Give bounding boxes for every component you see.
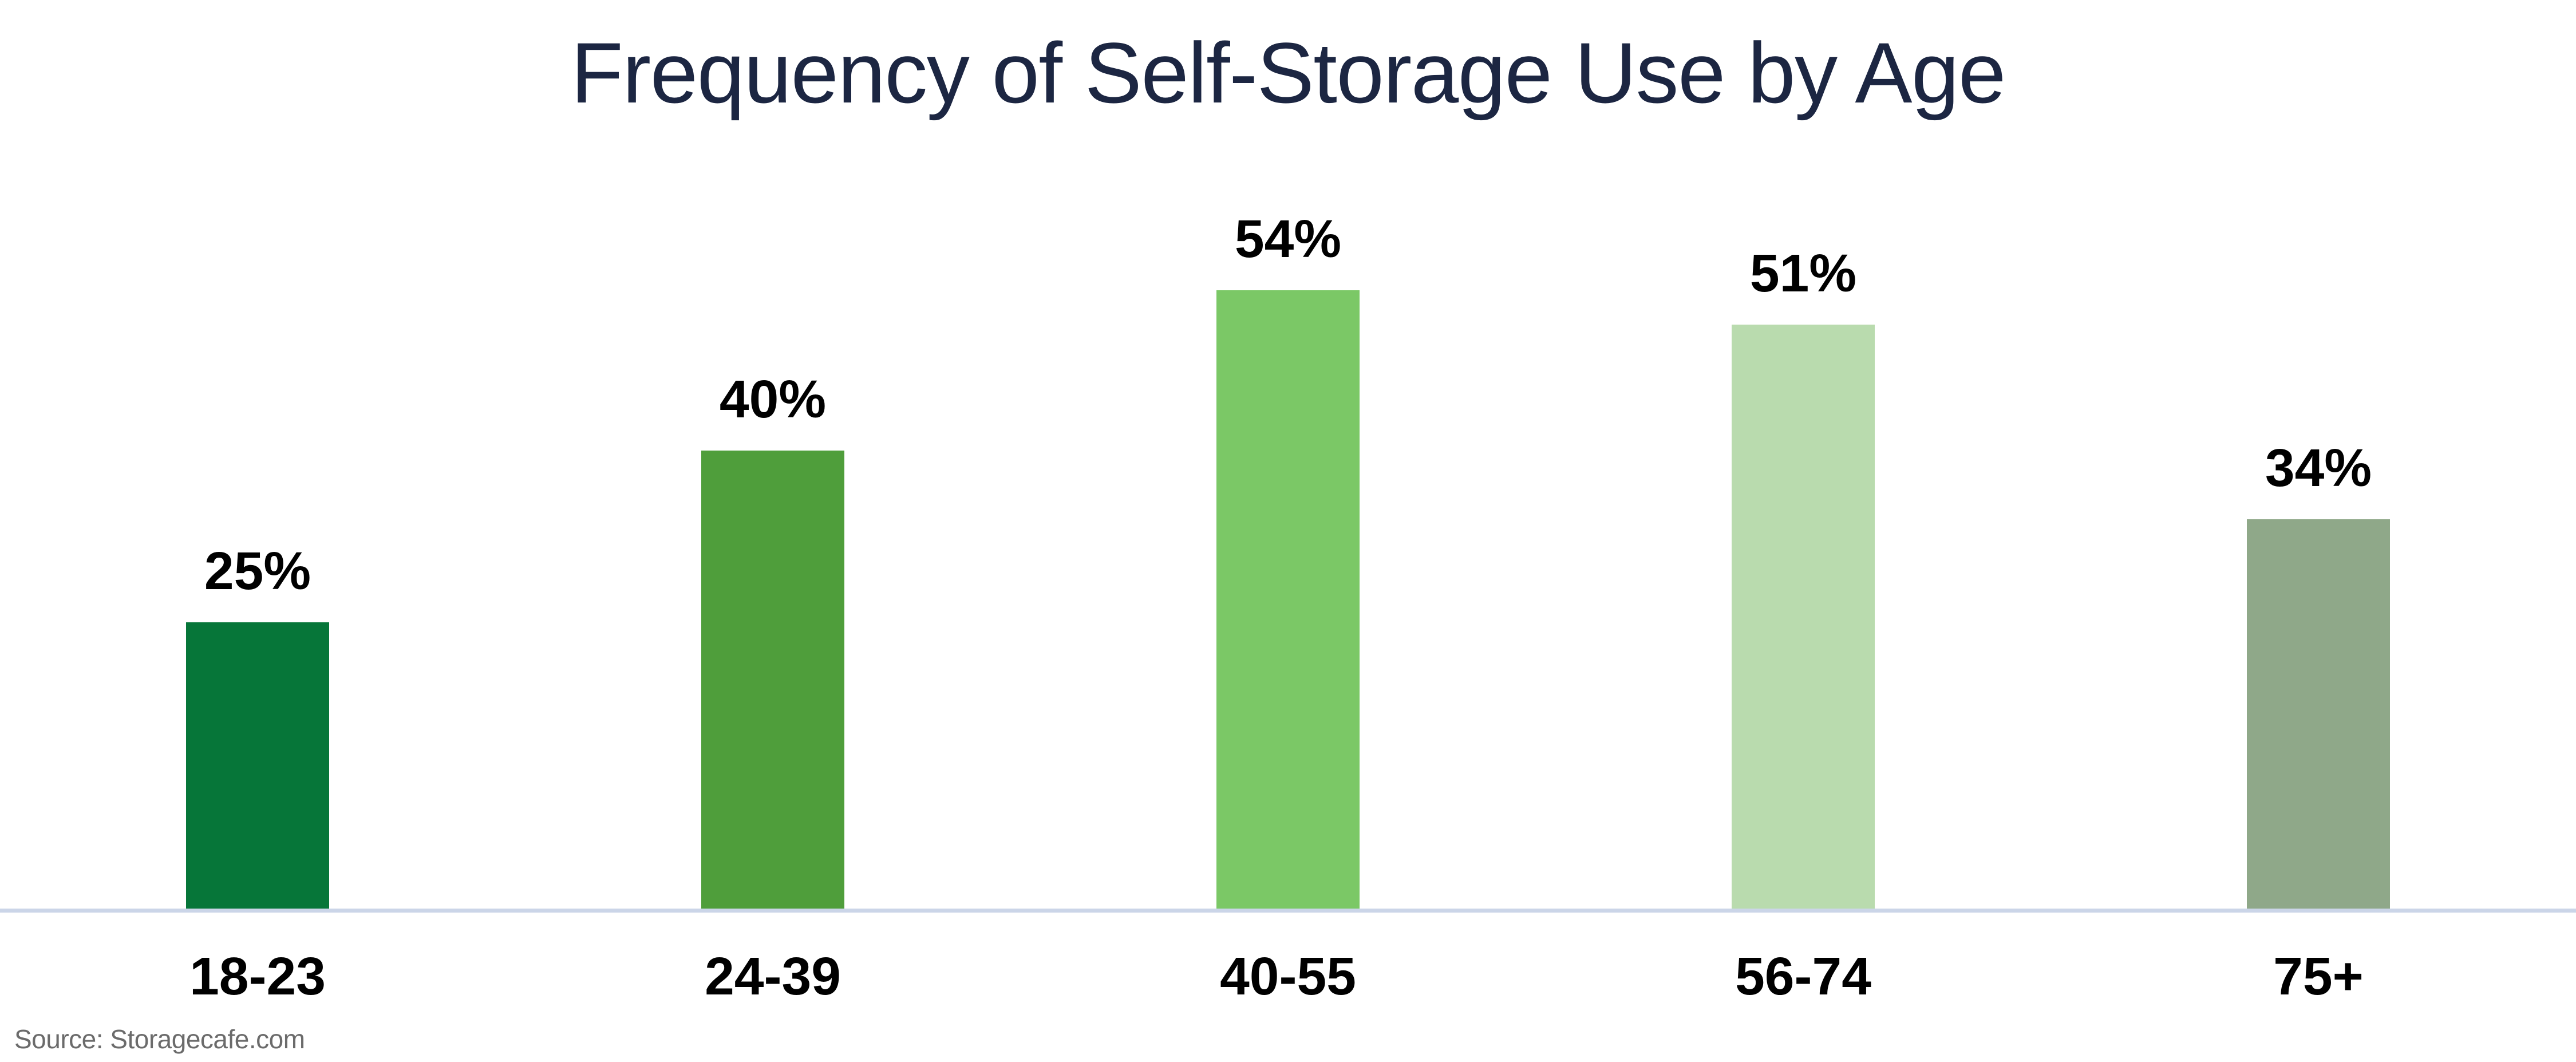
bar xyxy=(1732,325,1875,909)
chart-title: Frequency of Self-Storage Use by Age xyxy=(571,25,2006,121)
bar-value-label: 54% xyxy=(1234,209,1342,269)
bar xyxy=(701,451,844,909)
bar-value-label: 40% xyxy=(719,369,827,429)
bar-value-label: 25% xyxy=(204,541,311,601)
category-label: 40-55 xyxy=(1220,946,1356,1006)
bar-value-label: 34% xyxy=(2265,438,2372,498)
category-label: 75+ xyxy=(2273,946,2364,1006)
source-note: Source: Storagecafe.com xyxy=(14,1024,305,1054)
bar-group: 54% 40-55 xyxy=(1030,0,1546,1006)
category-label: 24-39 xyxy=(705,946,841,1006)
x-axis-line xyxy=(0,909,2576,913)
bar-value-label: 51% xyxy=(1749,243,1857,303)
bar xyxy=(186,622,329,909)
bar-group: 34% 75+ xyxy=(2061,0,2576,1006)
category-label: 18-23 xyxy=(189,946,326,1006)
bar xyxy=(1216,290,1360,909)
bar xyxy=(2247,519,2390,909)
bar-group: 25% 18-23 xyxy=(0,0,515,1006)
bar-group: 51% 56-74 xyxy=(1546,0,2061,1006)
category-label: 56-74 xyxy=(1735,946,1871,1006)
bar-group: 40% 24-39 xyxy=(515,0,1030,1006)
